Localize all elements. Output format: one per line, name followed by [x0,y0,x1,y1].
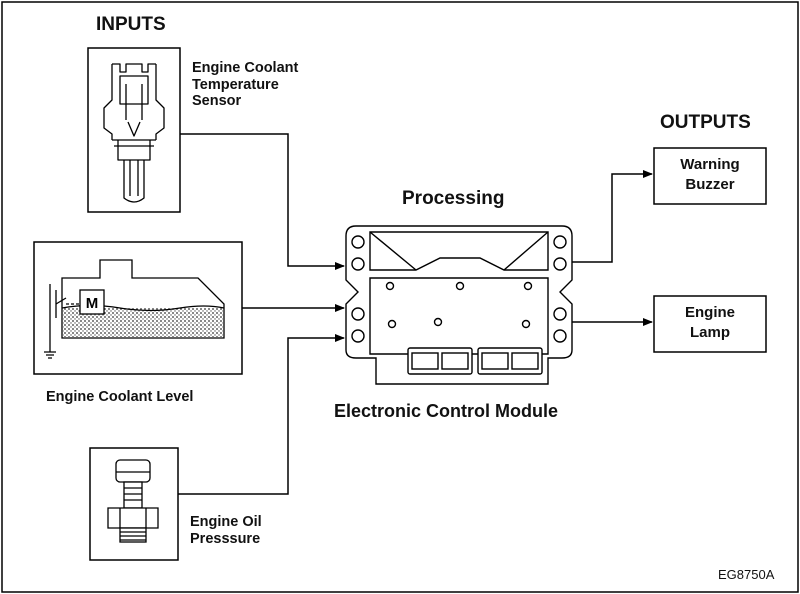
ecm-label: Electronic Control Module [334,401,558,422]
engine-lamp-label: Engine Lamp [654,303,766,342]
coolant-temp-sensor-box [88,48,180,212]
motor-symbol: M [86,295,99,312]
figure-reference: EG8750A [718,568,774,583]
engine-lamp-label-line-2: Lamp [654,323,766,343]
electronic-control-module-illustration [346,226,572,384]
outputs-heading: OUTPUTS [660,112,751,134]
line-ecm-to-warning-buzzer [572,174,652,262]
inputs-heading: INPUTS [96,14,166,36]
warning-buzzer-label-line-1: Warning [654,155,766,175]
engine-lamp-label-line-1: Engine [654,303,766,323]
coolant-temp-sensor-label: Engine Coolant Temperature Sensor [192,60,298,110]
oil-pressure-label: Engine Oil Presssure [190,514,262,547]
coolant-level-label: Engine Coolant Level [46,389,193,406]
coolant-temp-sensor-label-line-2: Temperature [192,77,298,94]
warning-buzzer-label: Warning Buzzer [654,155,766,194]
oil-pressure-label-line-1: Engine Oil [190,514,262,531]
coolant-temp-sensor-label-line-1: Engine Coolant [192,60,298,77]
processing-heading: Processing [402,188,504,210]
warning-buzzer-label-line-2: Buzzer [654,175,766,195]
oil-pressure-label-line-2: Presssure [190,531,262,548]
coolant-temp-sensor-label-line-3: Sensor [192,93,298,110]
